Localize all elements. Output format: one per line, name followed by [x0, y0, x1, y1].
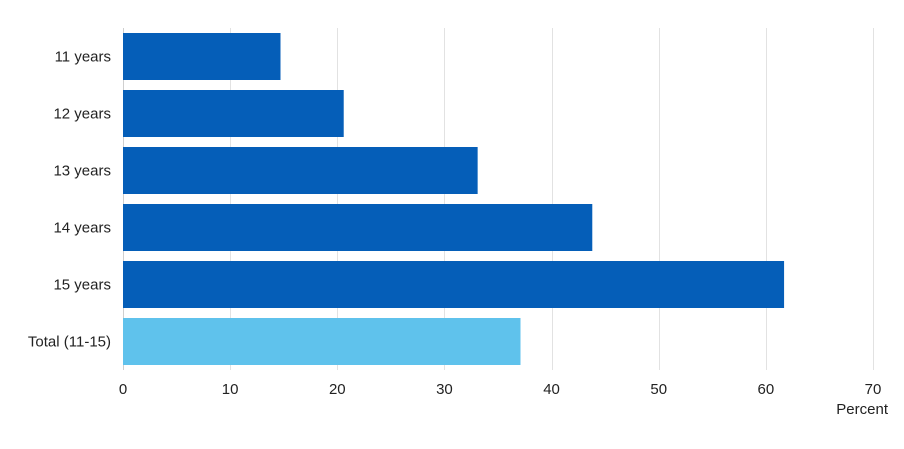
x-tick-label: 20 [329, 381, 346, 398]
category-label: 14 years [53, 220, 111, 237]
category-label: 15 years [53, 277, 111, 294]
bars [123, 33, 785, 365]
bar-total-11-15 [123, 318, 521, 365]
gridlines [123, 28, 874, 370]
bar-13-years [123, 147, 478, 194]
x-tick-label: 0 [119, 381, 127, 398]
bar-12-years [123, 90, 344, 137]
bar-11-years [123, 33, 281, 80]
category-label: 13 years [53, 163, 111, 180]
category-label: Total (11-15) [28, 334, 111, 351]
bar-15-years [123, 261, 785, 308]
x-tick-label: 40 [543, 381, 560, 398]
x-axis-title: Percent [836, 401, 889, 418]
x-tick-label: 70 [865, 381, 882, 398]
bar-14-years [123, 204, 593, 251]
x-tick-label: 30 [436, 381, 453, 398]
category-labels: 11 years 12 years 13 years 14 years 15 years… [28, 49, 111, 351]
category-label: 11 years [55, 49, 111, 66]
category-label: 12 years [53, 106, 111, 123]
x-tick-label: 50 [650, 381, 667, 398]
x-tick-label: 10 [222, 381, 239, 398]
x-tick-label: 60 [758, 381, 775, 398]
x-tick-labels: 0 10 20 30 40 50 60 70 [119, 381, 882, 398]
